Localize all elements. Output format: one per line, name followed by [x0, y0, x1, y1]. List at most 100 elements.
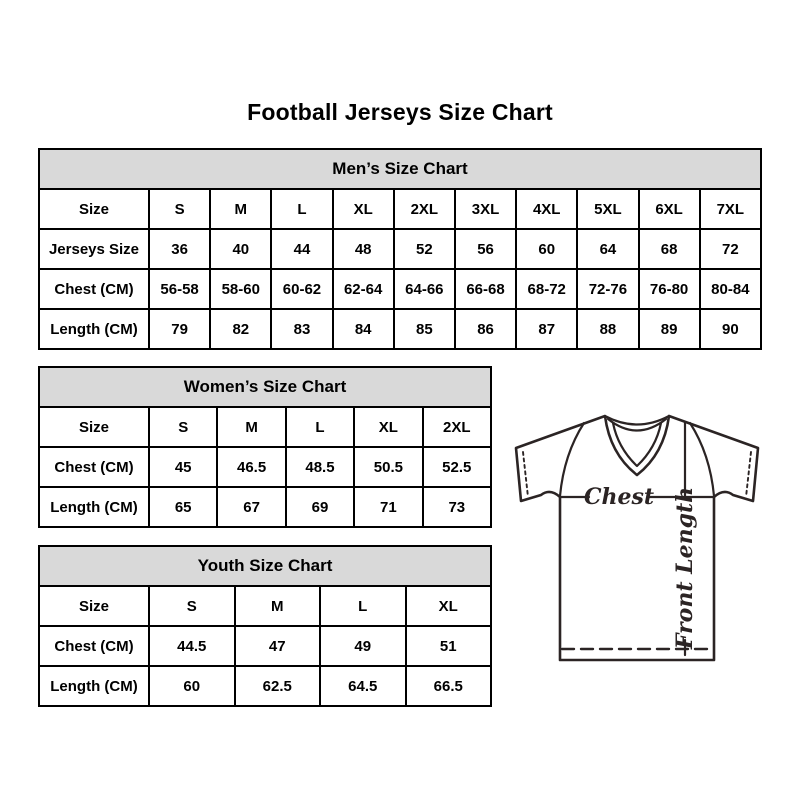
size-value-cell: 5XL: [576, 188, 640, 230]
right-armhole-seam: [688, 421, 716, 498]
right-cuff-stitch-line: [745, 451, 752, 498]
size-value-cell: 64.5: [319, 665, 407, 707]
size-value-cell: 73: [421, 486, 493, 528]
table-row: Size S M L XL 2XL: [38, 406, 493, 448]
size-value-cell: 68-72: [515, 268, 579, 310]
front-length-label: Front Length: [672, 487, 698, 650]
table-row: Chest (CM) 44.5 47 49 51: [38, 625, 492, 667]
size-value-cell: 51: [404, 625, 492, 667]
table-title: Women’s Size Chart: [38, 366, 492, 408]
jersey-outline: [514, 414, 760, 662]
size-value-cell: L: [319, 585, 407, 627]
size-value-cell: S: [148, 585, 236, 627]
size-value-cell: 83: [270, 308, 334, 350]
table-title-row: Youth Size Chart: [38, 545, 492, 587]
table-title: Youth Size Chart: [38, 545, 492, 587]
mens-size-table: Men’s Size Chart Size S M L XL 2XL 3XL 4XL 5XL 6XL…: [38, 148, 763, 350]
row-label: Chest (CM): [38, 268, 150, 310]
size-value-cell: XL: [331, 188, 395, 230]
size-value-cell: S: [147, 188, 212, 230]
size-value-cell: 65: [147, 486, 219, 528]
size-value-cell: 49: [319, 625, 407, 667]
size-value-cell: 82: [209, 308, 273, 350]
size-value-cell: 68: [637, 228, 701, 270]
row-label: Length (CM): [38, 308, 150, 350]
table-row: Jerseys Size 36 40 44 48 52 56 60 64 68 72: [38, 228, 763, 270]
size-value-cell: 79: [147, 308, 212, 350]
size-value-cell: 64: [576, 228, 640, 270]
size-value-cell: 87: [515, 308, 579, 350]
size-value-cell: 76-80: [637, 268, 701, 310]
size-value-cell: 56-58: [147, 268, 212, 310]
size-value-cell: XL: [353, 406, 424, 448]
collar-back-seam: [603, 414, 671, 426]
size-value-cell: 52.5: [421, 446, 493, 488]
size-value-cell: 86: [453, 308, 518, 350]
size-value-cell: 48: [331, 228, 395, 270]
size-value-cell: 72-76: [576, 268, 640, 310]
youth-size-table: Youth Size Chart Size S M L XL Chest (CM) 44.5 4…: [38, 545, 492, 707]
size-value-cell: 71: [353, 486, 424, 528]
size-value-cell: 69: [284, 486, 356, 528]
size-value-cell: M: [209, 188, 273, 230]
size-value-cell: 58-60: [209, 268, 273, 310]
row-label: Jerseys Size: [38, 228, 150, 270]
size-value-cell: 44.5: [148, 625, 236, 667]
size-value-cell: 50.5: [353, 446, 424, 488]
size-value-cell: 62.5: [233, 665, 321, 707]
size-value-cell: 84: [331, 308, 395, 350]
size-value-cell: 66-68: [453, 268, 518, 310]
jersey-measurement-diagram: Chest Front Length: [502, 396, 774, 678]
size-value-cell: 2XL: [421, 406, 493, 448]
size-value-cell: M: [216, 406, 287, 448]
size-value-cell: 46.5: [216, 446, 287, 488]
size-value-cell: 36: [147, 228, 212, 270]
row-label: Size: [38, 188, 150, 230]
womens-size-table: Women’s Size Chart Size S M L XL 2XL Chest (CM)…: [38, 366, 493, 528]
left-cuff-stitch-line: [522, 451, 529, 498]
size-value-cell: 48.5: [284, 446, 356, 488]
size-value-cell: 47: [233, 625, 321, 667]
table-row: Size S M L XL: [38, 585, 492, 627]
size-value-cell: 90: [698, 308, 763, 350]
size-value-cell: 2XL: [392, 188, 456, 230]
table-title-row: Women’s Size Chart: [38, 366, 492, 408]
size-value-cell: 52: [392, 228, 456, 270]
size-value-cell: 80-84: [698, 268, 763, 310]
size-value-cell: 85: [392, 308, 456, 350]
size-value-cell: L: [270, 188, 334, 230]
size-value-cell: 4XL: [515, 188, 579, 230]
size-value-cell: 45: [147, 446, 219, 488]
page-title: Football Jerseys Size Chart: [247, 99, 553, 125]
size-value-cell: S: [147, 406, 219, 448]
row-label: Length (CM): [38, 486, 150, 528]
left-armhole-seam: [558, 421, 586, 498]
row-label: Chest (CM): [38, 625, 150, 667]
table-title-row: Men’s Size Chart: [38, 148, 762, 190]
size-value-cell: 62-64: [331, 268, 395, 310]
size-value-cell: 56: [453, 228, 518, 270]
row-label: Size: [38, 585, 150, 627]
jersey-diagram-svg: Chest Front Length: [514, 414, 760, 662]
size-value-cell: 6XL: [637, 188, 701, 230]
table-title: Men’s Size Chart: [38, 148, 762, 190]
size-value-cell: 64-66: [392, 268, 456, 310]
size-value-cell: 66.5: [404, 665, 492, 707]
row-label: Size: [38, 406, 150, 448]
size-value-cell: 88: [576, 308, 640, 350]
row-label: Length (CM): [38, 665, 150, 707]
table-row: Length (CM) 60 62.5 64.5 66.5: [38, 665, 492, 707]
size-value-cell: 60: [515, 228, 579, 270]
size-value-cell: 67: [216, 486, 287, 528]
size-value-cell: 40: [209, 228, 273, 270]
size-value-cell: 3XL: [453, 188, 518, 230]
table-row: Length (CM) 79 82 83 84 85 86 87 88 89 90: [38, 308, 763, 350]
collar-inner-v: [611, 421, 663, 468]
size-value-cell: 60: [148, 665, 236, 707]
size-value-cell: 89: [637, 308, 701, 350]
table-row: Chest (CM) 45 46.5 48.5 50.5 52.5: [38, 446, 493, 488]
row-label: Chest (CM): [38, 446, 150, 488]
table-row: Length (CM) 65 67 69 71 73: [38, 486, 493, 528]
size-value-cell: 7XL: [698, 188, 763, 230]
table-row: Chest (CM) 56-58 58-60 60-62 62-64 64-66 66-68…: [38, 268, 763, 310]
